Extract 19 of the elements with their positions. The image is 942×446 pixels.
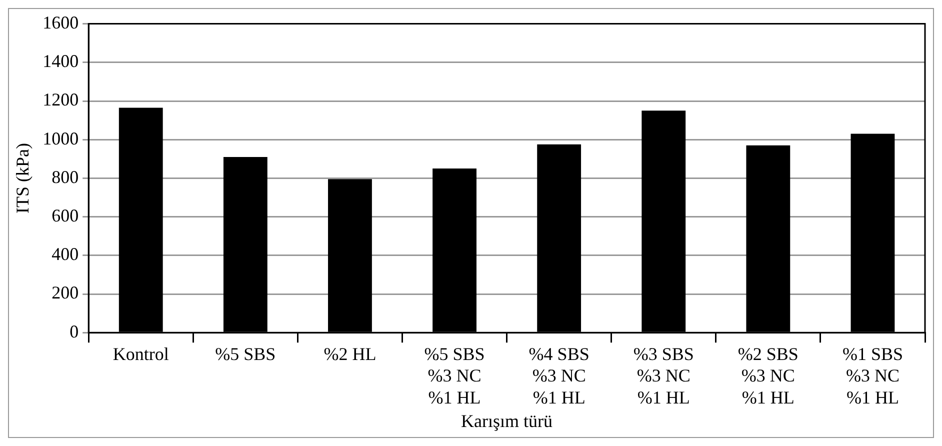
x-tick-label: %4 SBS %3 NC %1 HL <box>528 344 590 408</box>
x-tick-label: Kontrol <box>112 344 169 364</box>
y-tick-label: 200 <box>52 282 79 303</box>
x-tick-label: %5 SBS %3 NC %1 HL <box>424 344 485 408</box>
x-tick-label: %2 SBS %3 NC %1 HL <box>738 344 798 408</box>
y-axis-title: ITS (kPa) <box>12 142 33 214</box>
y-tick-label: 600 <box>52 206 79 226</box>
x-tick-label: %3 SBS %3 NC %1 HL <box>633 344 694 408</box>
y-tick-label: 1600 <box>42 12 79 33</box>
y-tick-label: 800 <box>52 166 79 187</box>
x-tick-label: %1 SBS %3 NC %1 HL <box>842 344 903 408</box>
y-tick-label: 1400 <box>42 51 79 72</box>
x-tick-label: %5 SBS <box>215 344 276 364</box>
x-tick-label: %2 HL <box>324 344 376 364</box>
y-tick-label: 1000 <box>42 128 79 148</box>
y-tick-label: 400 <box>52 244 79 264</box>
y-tick-label: 0 <box>70 321 79 342</box>
x-axis-title: Karışım türü <box>461 410 553 431</box>
y-tick-label: 1200 <box>42 90 79 110</box>
